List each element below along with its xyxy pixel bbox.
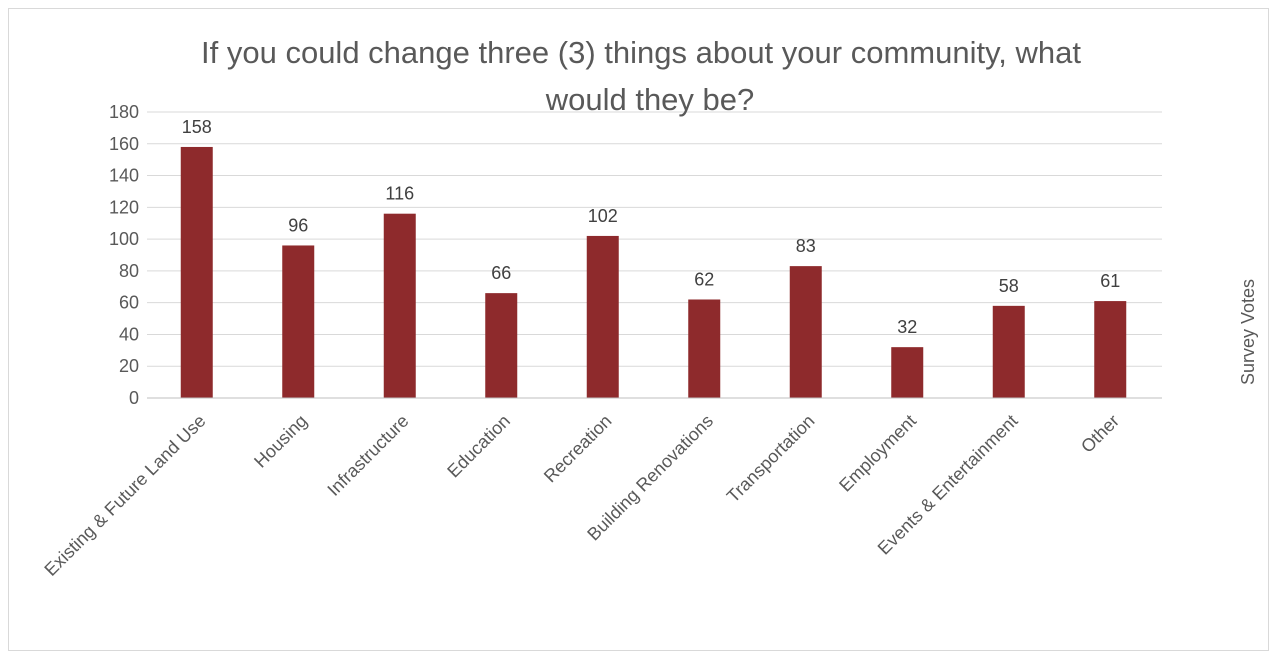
- y-tick-label: 20: [119, 356, 139, 376]
- x-category-label: Infrastructure: [323, 411, 412, 500]
- data-label: 96: [288, 215, 308, 235]
- bar: [282, 245, 315, 398]
- bar: [485, 293, 518, 398]
- y-axis-ticks: 0 20 40 60 80 100 120 140 160 180: [109, 102, 139, 408]
- data-label: 158: [182, 117, 212, 137]
- y-tick-label: 80: [119, 261, 139, 281]
- chart-title-line-2: would they be?: [545, 82, 755, 117]
- y-tick-label: 0: [129, 388, 139, 408]
- y-tick-label: 160: [109, 134, 139, 154]
- data-label: 102: [588, 206, 618, 226]
- bar: [383, 213, 416, 398]
- bar-chart: 158 96 116 66 102 62 83 32 58 61 0 20 40 60 80 100 120 1…: [40, 35, 1258, 580]
- x-category-label: Housing: [250, 411, 311, 472]
- bar: [992, 305, 1025, 398]
- data-label: 83: [796, 236, 816, 256]
- bar: [891, 347, 924, 398]
- y-tick-label: 180: [109, 102, 139, 122]
- y-tick-label: 60: [119, 293, 139, 313]
- bar: [1094, 301, 1127, 398]
- y-tick-label: 100: [109, 229, 139, 249]
- x-category-label: Transportation: [723, 411, 819, 507]
- y-tick-label: 40: [119, 324, 139, 344]
- data-label: 61: [1100, 271, 1120, 291]
- x-category-label: Employment: [835, 411, 920, 496]
- x-category-label: Recreation: [540, 411, 616, 487]
- bars: [180, 146, 1127, 398]
- bar: [688, 299, 721, 398]
- data-label: 116: [385, 184, 414, 204]
- bar: [180, 146, 213, 398]
- data-label: 58: [999, 276, 1019, 296]
- data-labels: 158 96 116 66 102 62 83 32 58 61: [182, 117, 1121, 337]
- chart-container: 158 96 116 66 102 62 83 32 58 61 0 20 40 60 80 100 120 1…: [8, 8, 1269, 651]
- x-axis-categories: Existing & Future Land Use Housing Infrast…: [40, 411, 1123, 580]
- x-category-label: Education: [443, 411, 514, 482]
- y-tick-label: 140: [109, 166, 139, 186]
- bar: [789, 266, 822, 398]
- x-category-label: Other: [1077, 411, 1123, 457]
- x-category-label: Existing & Future Land Use: [40, 411, 209, 580]
- bar: [586, 235, 619, 398]
- chart-title-line-1: If you could change three (3) things abo…: [201, 35, 1081, 70]
- gridlines: [147, 111, 1162, 367]
- y-tick-label: 120: [109, 197, 139, 217]
- data-label: 32: [897, 317, 917, 337]
- y-axis-title: Survey Votes: [1238, 279, 1258, 385]
- data-label: 62: [694, 269, 714, 289]
- data-label: 66: [491, 263, 511, 283]
